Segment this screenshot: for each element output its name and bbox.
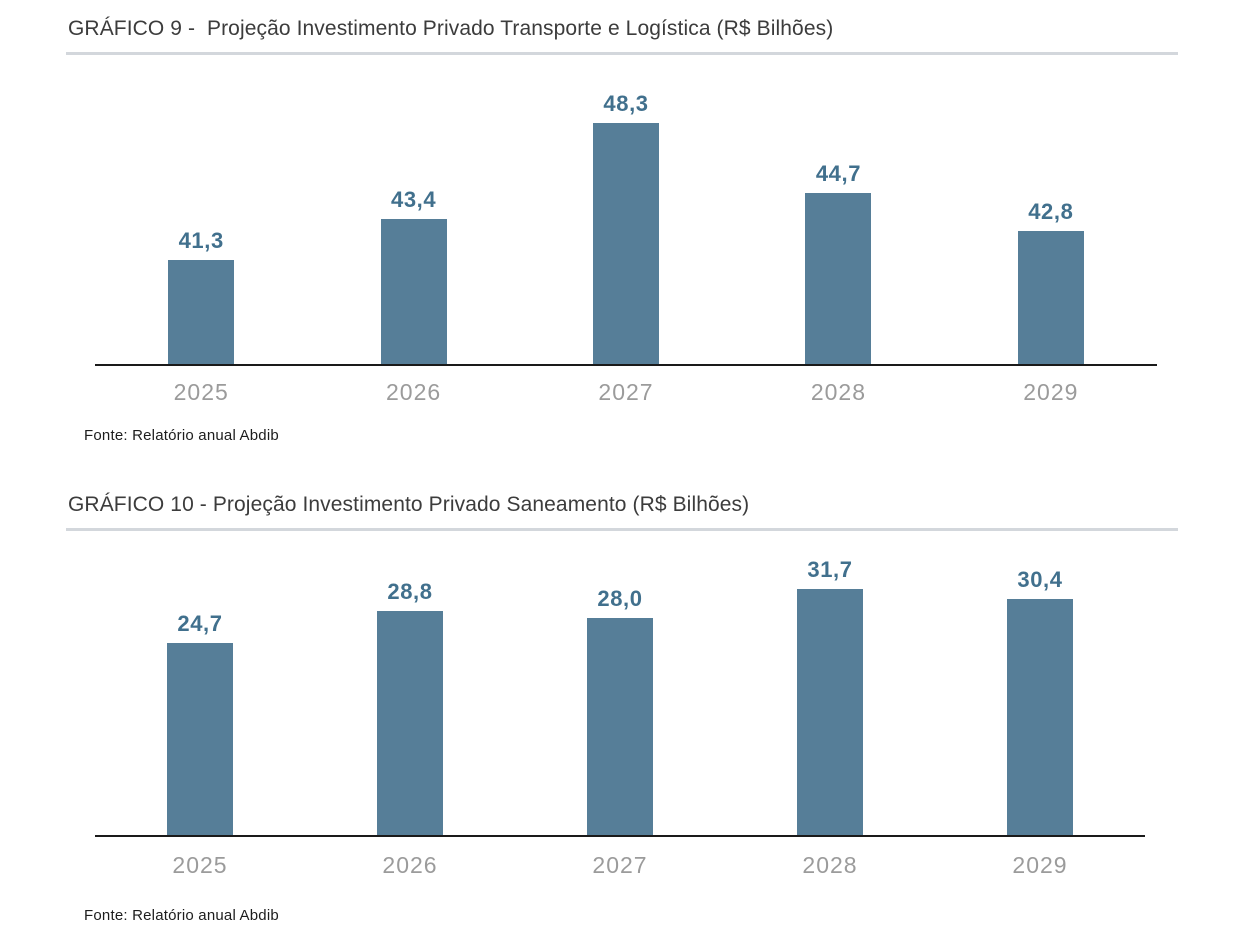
x-tick-label-2025: 2025 — [172, 852, 228, 878]
bar-2026 — [380, 219, 447, 364]
bar-chart-saneamento: 24,7 28,8 28,0 31,7 30,4 — [95, 530, 1145, 837]
x-axis-tick-labels: 2025 2026 2027 2028 2029 — [95, 379, 1157, 405]
bar-value-label: 28,8 — [387, 579, 433, 604]
bar-group-2027: 48,3 — [520, 54, 732, 364]
bar-group-2026: 28,8 — [305, 530, 515, 835]
bar-2028 — [797, 589, 863, 835]
bar-value-label: 30,4 — [1017, 567, 1063, 592]
bar-value-label: 43,4 — [391, 187, 437, 212]
bar-group-2025: 24,7 — [95, 530, 305, 835]
source-note: Fonte: Relatório anual Abdib — [84, 907, 279, 924]
bar-value-label: 44,7 — [815, 161, 862, 186]
bar-value-label: 28,0 — [597, 586, 643, 611]
bar-value-label: 48,3 — [603, 91, 649, 116]
bar-value-label: 41,3 — [178, 228, 224, 253]
bar-2026 — [377, 611, 443, 835]
x-tick-label-2029: 2029 — [1023, 379, 1079, 405]
bar-group-2029: 42,8 — [945, 54, 1157, 364]
bar-2027 — [593, 123, 660, 364]
x-tick-label-2026: 2026 — [386, 379, 442, 405]
bar-2025 — [167, 643, 233, 835]
x-axis-line — [95, 835, 1145, 837]
x-tick-label-2025: 2025 — [173, 379, 229, 405]
bar-chart-transporte-logistica: 41,3 43,4 48,3 44,7 42,8 — [95, 54, 1157, 366]
bar-columns: 41,3 43,4 48,3 44,7 42,8 — [95, 54, 1157, 364]
bar-group-2028: 44,7 — [732, 54, 944, 364]
x-axis-line — [95, 364, 1157, 366]
bar-2028 — [805, 193, 872, 364]
chart-title-grafico-10: GRÁFICO 10 - Projeção Investimento Priva… — [68, 493, 750, 516]
bar-group-2028: 31,7 — [725, 530, 935, 835]
bar-group-2025: 41,3 — [95, 54, 307, 364]
bar-2029 — [1017, 231, 1084, 364]
source-note: Fonte: Relatório anual Abdib — [84, 427, 279, 444]
x-tick-label-2026: 2026 — [382, 852, 438, 878]
x-tick-label-2029: 2029 — [1012, 852, 1068, 878]
x-tick-label-2028: 2028 — [802, 852, 858, 878]
x-tick-label-2027: 2027 — [592, 852, 648, 878]
bar-value-label: 42,8 — [1028, 199, 1074, 224]
x-tick-label-2027: 2027 — [598, 379, 654, 405]
bar-columns: 24,7 28,8 28,0 31,7 30,4 — [95, 530, 1145, 835]
title-divider-rule — [66, 528, 1178, 531]
bar-value-label: 24,7 — [177, 611, 223, 636]
title-divider-rule — [66, 52, 1178, 55]
bar-value-label: 31,7 — [807, 557, 853, 582]
x-tick-label-2028: 2028 — [810, 379, 866, 405]
bar-2029 — [1007, 599, 1073, 835]
bar-group-2027: 28,0 — [515, 530, 725, 835]
bar-group-2029: 30,4 — [935, 530, 1145, 835]
chart-title-grafico-9: GRÁFICO 9 - Projeção Investimento Privad… — [68, 17, 834, 40]
bar-group-2026: 43,4 — [307, 54, 519, 364]
bar-2025 — [168, 260, 235, 364]
x-axis-tick-labels: 2025 2026 2027 2028 2029 — [95, 852, 1145, 878]
bar-2027 — [587, 618, 653, 835]
